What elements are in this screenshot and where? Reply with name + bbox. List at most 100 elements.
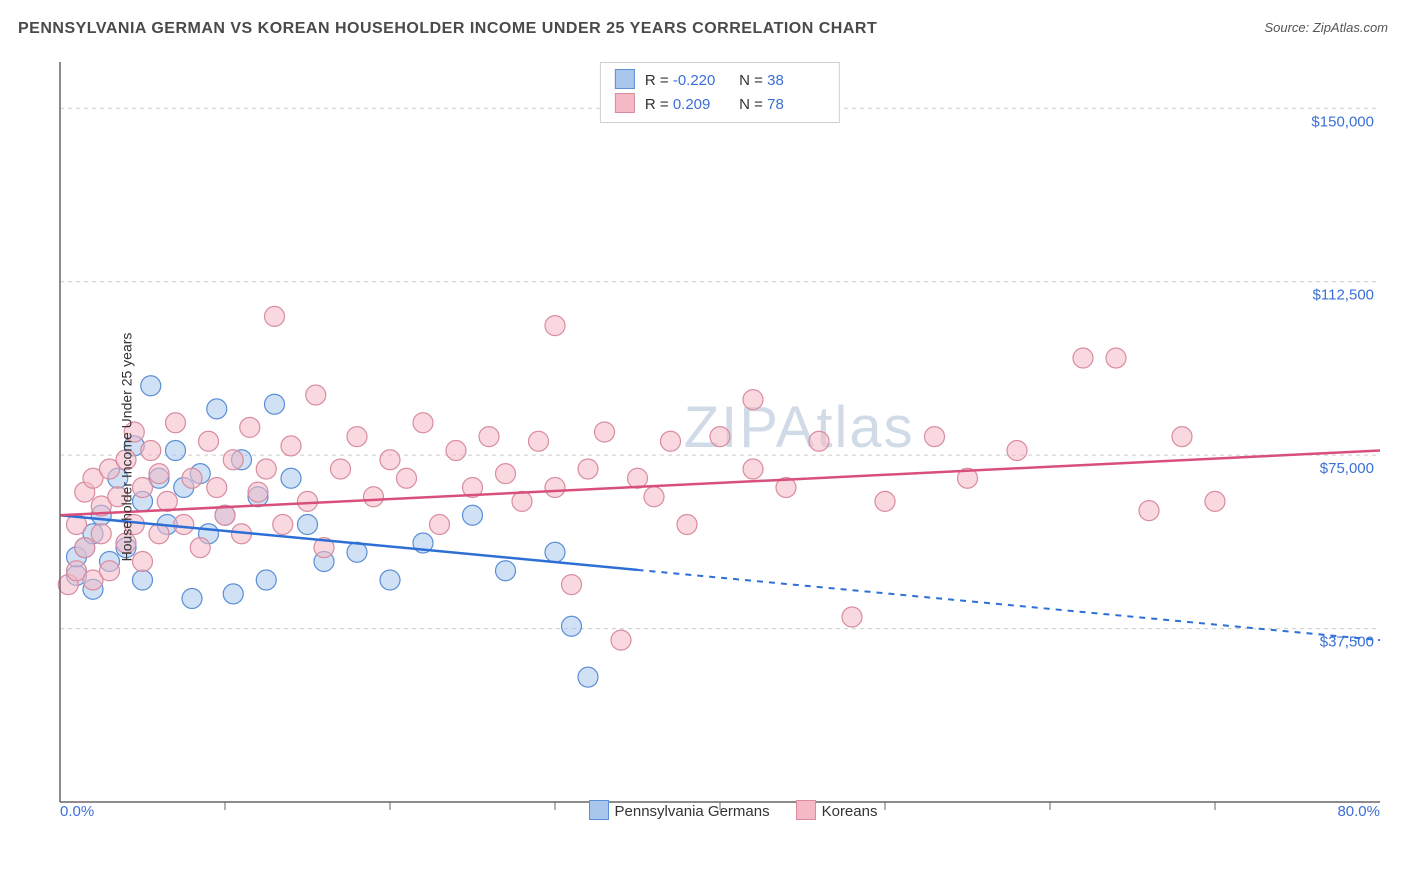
data-point: [545, 478, 565, 498]
data-point: [306, 385, 326, 405]
data-point: [223, 584, 243, 604]
data-point: [207, 399, 227, 419]
data-point: [166, 413, 186, 433]
chart-area: Householder Income Under 25 years $37,50…: [50, 62, 1390, 832]
r-label: R =: [645, 72, 673, 89]
data-point: [182, 589, 202, 609]
data-point: [75, 538, 95, 558]
legend-swatch: [796, 800, 816, 820]
data-point: [479, 427, 499, 447]
data-point: [190, 538, 210, 558]
data-point: [809, 431, 829, 451]
source-label: Source: ZipAtlas.com: [1264, 20, 1388, 35]
data-point: [644, 487, 664, 507]
data-point: [611, 630, 631, 650]
data-point: [397, 468, 417, 488]
data-point: [265, 306, 285, 326]
data-point: [496, 561, 516, 581]
data-point: [1205, 491, 1225, 511]
data-point: [545, 316, 565, 336]
data-point: [578, 667, 598, 687]
data-point: [875, 491, 895, 511]
chart-title: PENNSYLVANIA GERMAN VS KOREAN HOUSEHOLDE…: [18, 20, 1388, 38]
n-label: N =: [739, 72, 767, 89]
data-point: [133, 552, 153, 572]
data-point: [743, 390, 763, 410]
stats-row: R = -0.220 N = 38: [615, 69, 825, 93]
data-point: [298, 515, 318, 535]
y-tick-label: $112,500: [1313, 287, 1374, 304]
data-point: [380, 570, 400, 590]
legend-label: Pennsylvania Germans: [615, 803, 770, 820]
data-point: [141, 376, 161, 396]
data-point: [1073, 348, 1093, 368]
data-point: [91, 524, 111, 544]
data-point: [281, 468, 301, 488]
trend-line-extrapolated: [638, 570, 1381, 640]
data-point: [529, 431, 549, 451]
data-point: [413, 413, 433, 433]
data-point: [743, 459, 763, 479]
r-value: 0.209: [673, 94, 731, 117]
data-point: [256, 459, 276, 479]
data-point: [562, 616, 582, 636]
n-label: N =: [739, 96, 767, 113]
data-point: [710, 427, 730, 447]
data-point: [256, 570, 276, 590]
data-point: [182, 468, 202, 488]
data-point: [595, 422, 615, 442]
data-point: [463, 505, 483, 525]
data-point: [166, 441, 186, 461]
scatter-chart: $37,500$75,000$112,500$150,000ZIPAtlas: [50, 62, 1390, 832]
data-point: [223, 450, 243, 470]
stats-row: R = 0.209 N = 78: [615, 93, 825, 117]
data-point: [133, 570, 153, 590]
legend-swatch: [589, 800, 609, 820]
r-value: -0.220: [673, 70, 731, 93]
data-point: [240, 417, 260, 437]
y-tick-label: $75,000: [1320, 460, 1374, 477]
data-point: [199, 431, 219, 451]
data-point: [149, 524, 169, 544]
legend-swatch: [615, 69, 635, 89]
data-point: [281, 436, 301, 456]
data-point: [661, 431, 681, 451]
data-point: [174, 515, 194, 535]
data-point: [149, 464, 169, 484]
y-tick-label: $150,000: [1311, 113, 1374, 130]
data-point: [100, 561, 120, 581]
data-point: [364, 487, 384, 507]
data-point: [347, 427, 367, 447]
data-point: [380, 450, 400, 470]
data-point: [677, 515, 697, 535]
data-point: [446, 441, 466, 461]
data-point: [331, 459, 351, 479]
data-point: [562, 575, 582, 595]
data-point: [842, 607, 862, 627]
data-point: [133, 478, 153, 498]
data-point: [1139, 501, 1159, 521]
data-point: [925, 427, 945, 447]
data-point: [265, 394, 285, 414]
data-point: [578, 459, 598, 479]
data-point: [512, 491, 532, 511]
stats-legend: R = -0.220 N = 38R = 0.209 N = 78: [600, 62, 840, 123]
n-value: 78: [767, 94, 825, 117]
n-value: 38: [767, 70, 825, 93]
data-point: [545, 542, 565, 562]
footer-legend: Pennsylvania Germans Koreans: [50, 800, 1390, 820]
data-point: [141, 441, 161, 461]
legend-label: Koreans: [822, 803, 878, 820]
legend-swatch: [615, 93, 635, 113]
data-point: [207, 478, 227, 498]
data-point: [628, 468, 648, 488]
data-point: [1007, 441, 1027, 461]
data-point: [298, 491, 318, 511]
r-label: R =: [645, 96, 673, 113]
data-point: [273, 515, 293, 535]
data-point: [496, 464, 516, 484]
data-point: [1106, 348, 1126, 368]
y-axis-label: Householder Income Under 25 years: [118, 333, 134, 562]
data-point: [157, 491, 177, 511]
data-point: [1172, 427, 1192, 447]
